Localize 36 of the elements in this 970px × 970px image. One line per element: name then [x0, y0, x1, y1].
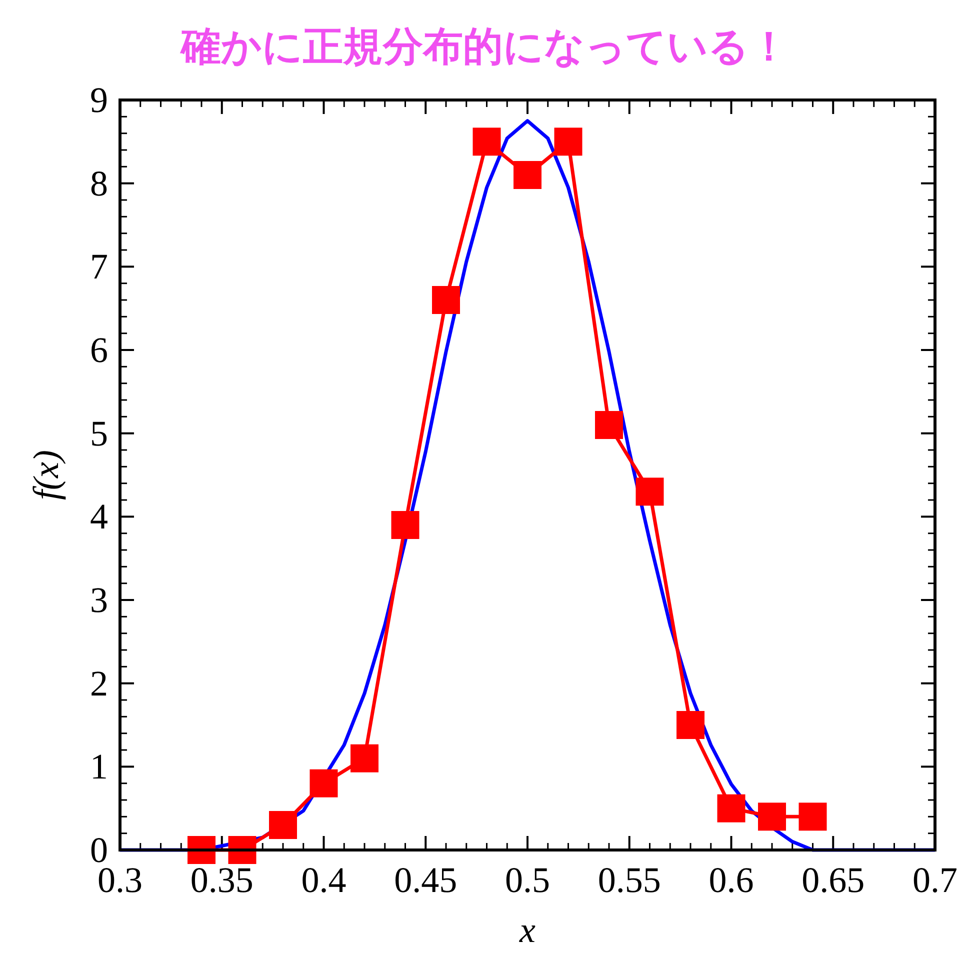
x-tick-label: 0.5	[505, 860, 550, 900]
y-tick-label: 1	[90, 746, 108, 787]
point	[595, 411, 623, 439]
point	[188, 836, 216, 864]
x-tick-label: 0.4	[301, 860, 346, 900]
point	[472, 128, 501, 156]
y-tick-label: 9	[90, 80, 108, 120]
point	[798, 802, 827, 831]
x-tick-label: 0.55	[598, 860, 661, 900]
x-tick-label: 0.65	[802, 860, 865, 900]
point	[350, 744, 378, 772]
point	[514, 161, 542, 189]
text: 確かに正規分布的になっている！	[179, 23, 789, 70]
point	[269, 811, 297, 839]
y-tick-label: 5	[90, 413, 108, 454]
point	[758, 802, 786, 831]
point	[717, 794, 746, 822]
y-tick-label: 6	[90, 330, 108, 370]
y-tick-label: 8	[90, 163, 108, 204]
point	[636, 478, 664, 506]
x-tick-label: 0.35	[190, 860, 254, 900]
y-tick-label: 4	[90, 496, 108, 537]
point	[676, 711, 704, 739]
point	[310, 769, 338, 798]
point	[432, 286, 460, 314]
x-axis-title: x	[518, 910, 536, 950]
x-tick-label: 0.45	[394, 860, 458, 900]
x-tick-label: 0.6	[708, 860, 754, 900]
point	[554, 128, 582, 156]
x-tick-label: 0.7	[912, 860, 958, 900]
y-tick-label: 7	[90, 246, 108, 287]
point	[228, 836, 256, 864]
y-tick-label: 2	[90, 663, 108, 704]
y-tick-label: 3	[90, 580, 108, 620]
y-axis-title: f(x)	[26, 450, 66, 500]
point	[391, 511, 420, 539]
